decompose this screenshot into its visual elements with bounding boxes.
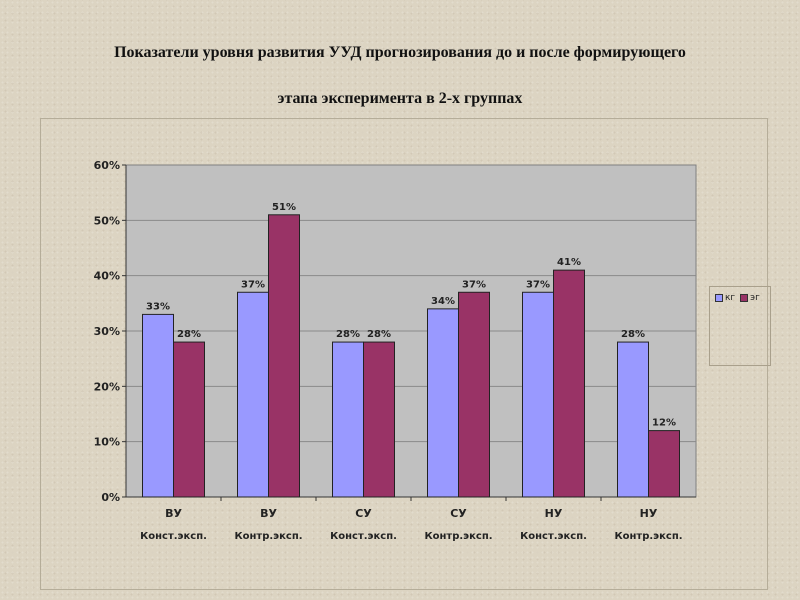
bar-data-label: 28% [336, 329, 360, 340]
legend-swatch-eg [740, 294, 749, 302]
x-category-sublabel: Контр.эксп. [614, 531, 682, 542]
page-title: Показатели уровня развития УУД прогнозир… [0, 30, 800, 122]
bar-data-label: 37% [241, 279, 265, 290]
bar-data-label: 28% [621, 329, 645, 340]
legend-item-kg: кг [715, 293, 735, 303]
bar-kg [522, 291, 554, 498]
page-title-line-2: этапа эксперимента в 2-х группах [277, 90, 523, 107]
y-tick-label: 0% [101, 491, 120, 504]
bar-kg [142, 313, 174, 498]
bar-kg [427, 308, 459, 498]
bar-data-label: 33% [146, 301, 170, 312]
x-category-label: СУ [450, 507, 467, 520]
bar-eg [363, 341, 395, 498]
bar-data-label: 12% [652, 418, 676, 429]
bar-data-label: 28% [367, 329, 391, 340]
bar-eg [553, 269, 585, 498]
x-category-label: ВУ [165, 507, 182, 520]
x-category-label: СУ [355, 507, 372, 520]
x-category-sublabel: Контр.эксп. [234, 531, 302, 542]
legend-swatch-kg [715, 294, 723, 302]
x-category-sublabel: Конст.эксп. [330, 531, 397, 542]
x-category-label: НУ [545, 507, 563, 520]
bar-eg [648, 430, 680, 498]
bar-data-label: 34% [431, 296, 455, 307]
y-tick-label: 30% [94, 325, 120, 338]
bar-data-label: 41% [557, 257, 581, 268]
chart-legend: кг эг [709, 286, 771, 366]
y-tick-label: 20% [94, 380, 120, 393]
page-title-line-1: Показатели уровня развития УУД прогнозир… [114, 44, 686, 61]
y-tick-label: 10% [94, 436, 120, 449]
y-tick-label: 50% [94, 214, 120, 227]
bar-data-label: 37% [462, 279, 486, 290]
x-category-label: НУ [640, 507, 658, 520]
legend-label-kg: кг [725, 293, 736, 303]
bar-eg [458, 291, 490, 498]
bar-data-label: 37% [526, 279, 550, 290]
y-tick-label: 60% [94, 159, 120, 172]
bar-kg [237, 291, 269, 498]
legend-label-eg: эг [750, 293, 760, 303]
y-tick-label: 40% [94, 270, 120, 283]
x-category-label: ВУ [260, 507, 277, 520]
x-category-sublabel: Конст.эксп. [140, 531, 207, 542]
x-category-sublabel: Конст.эксп. [520, 531, 587, 542]
bar-eg [268, 214, 300, 498]
bar-kg [332, 341, 364, 498]
x-category-sublabel: Контр.эксп. [424, 531, 492, 542]
bar-kg [617, 341, 649, 498]
bar-data-label: 51% [272, 202, 296, 213]
bar-eg [173, 341, 205, 498]
bar-data-label: 28% [177, 329, 201, 340]
chart-frame [40, 118, 768, 590]
legend-item-eg: эг [740, 293, 760, 303]
